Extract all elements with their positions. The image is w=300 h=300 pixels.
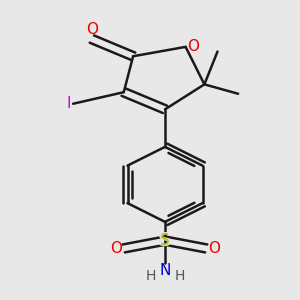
Text: O: O xyxy=(188,39,200,54)
Text: O: O xyxy=(105,239,122,258)
Text: I: I xyxy=(64,94,71,113)
Text: O: O xyxy=(86,22,98,38)
Text: O: O xyxy=(208,241,220,256)
Text: N: N xyxy=(159,263,171,278)
Text: O: O xyxy=(84,19,100,38)
Text: S: S xyxy=(158,231,172,250)
Text: H: H xyxy=(141,269,156,287)
Text: O: O xyxy=(110,241,122,256)
Text: O: O xyxy=(188,38,204,56)
Text: H: H xyxy=(145,269,156,283)
Text: I: I xyxy=(67,96,71,111)
Text: N: N xyxy=(157,263,173,282)
Text: S: S xyxy=(160,233,170,248)
Text: H: H xyxy=(174,269,185,283)
Text: O: O xyxy=(208,239,225,258)
Text: H: H xyxy=(174,269,189,287)
